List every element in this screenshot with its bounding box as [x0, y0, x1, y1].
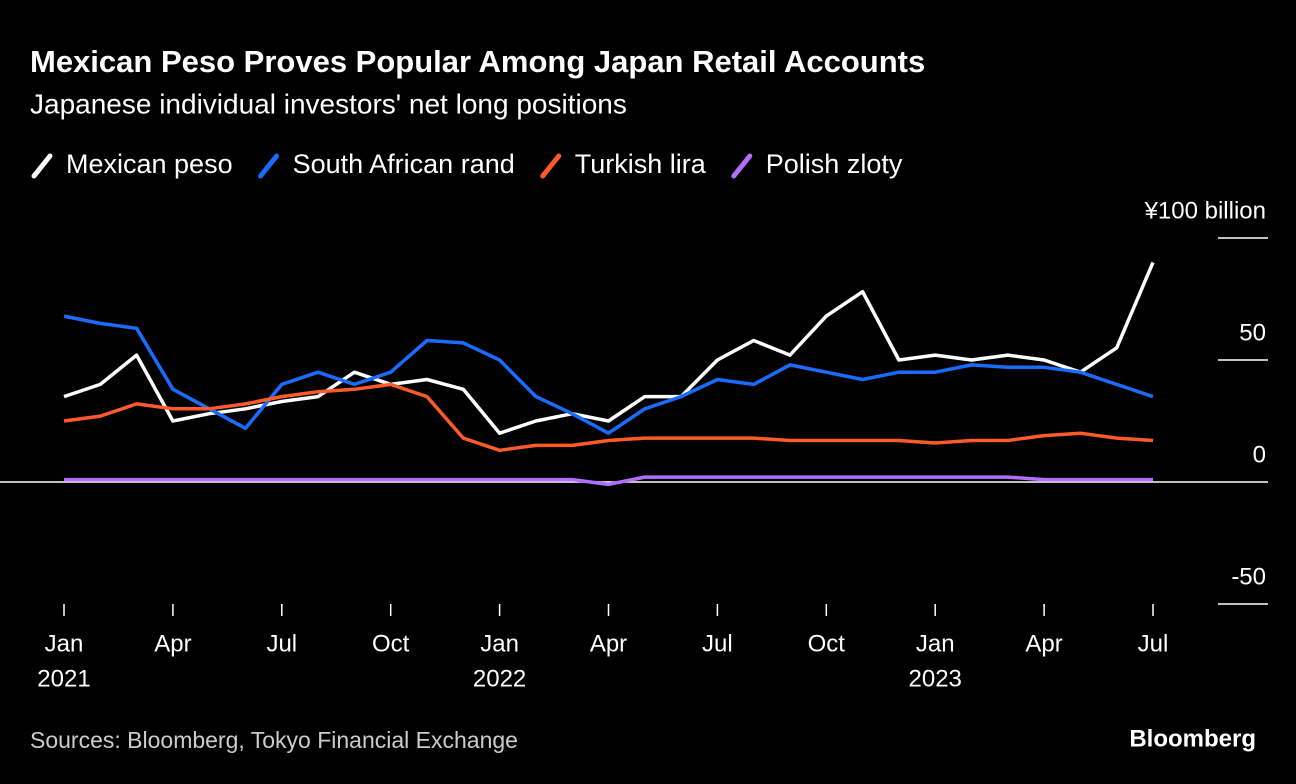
- legend-label: South African rand: [293, 149, 515, 179]
- chart-title: Mexican Peso Proves Popular Among Japan …: [30, 44, 925, 79]
- legend-swatch: [258, 153, 280, 179]
- y-tick-label: 0: [1253, 441, 1266, 468]
- series-line: [63, 261, 1155, 435]
- x-tick-label: Jan: [480, 630, 519, 657]
- legend-swatch: [31, 153, 53, 179]
- y-tick-label: ¥100 billion: [1144, 197, 1266, 224]
- x-tick-label: Apr: [590, 630, 627, 657]
- x-tick-label: Jul: [266, 630, 297, 657]
- series-line: [63, 314, 1154, 435]
- x-tick-label: Oct: [372, 630, 410, 657]
- legend-label: Turkish lira: [575, 149, 707, 179]
- chart-subtitle: Japanese individual investors' net long …: [30, 88, 627, 119]
- source: Sources: Bloomberg, Tokyo Financial Exch…: [30, 727, 518, 753]
- x-tick-label: Jul: [702, 630, 733, 657]
- brand: Bloomberg: [1129, 725, 1256, 752]
- legend-swatch: [540, 153, 562, 179]
- x-tick-label: Apr: [154, 630, 191, 657]
- x-tick-label: Apr: [1025, 630, 1062, 657]
- legend-swatch: [731, 153, 753, 179]
- y-tick-label: -50: [1231, 563, 1266, 590]
- x-tick-label: Oct: [808, 630, 846, 657]
- x-tick-label: Jan: [45, 630, 84, 657]
- x-year-label: 2021: [37, 665, 90, 692]
- series-line: [64, 475, 1153, 487]
- x-year-label: 2022: [473, 665, 526, 692]
- x-tick-label: Jul: [1138, 630, 1169, 657]
- legend-label: Mexican peso: [66, 149, 233, 179]
- legend-label: Polish zloty: [766, 149, 903, 179]
- y-tick-label: 50: [1239, 319, 1266, 346]
- x-tick-label: Jan: [916, 630, 955, 657]
- x-year-label: 2023: [909, 665, 962, 692]
- series-line: [63, 382, 1154, 453]
